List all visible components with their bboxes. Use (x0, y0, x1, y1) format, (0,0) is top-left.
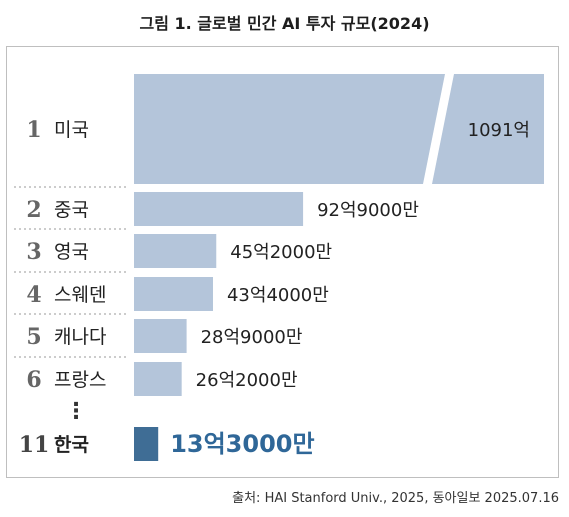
bar (134, 319, 187, 353)
category-label: 영국 (54, 241, 89, 263)
data-label: 28억9000만 (201, 327, 303, 348)
chart-frame (6, 46, 559, 478)
category-label: 프랑스 (54, 369, 106, 391)
data-label: 1091억 (468, 120, 530, 141)
bar (134, 74, 445, 184)
bar (134, 234, 217, 268)
rank-label: 1 (26, 117, 41, 143)
rank-label: 5 (26, 324, 41, 350)
data-label: 13억3000만 (170, 430, 314, 458)
source-note: 출처: HAI Stanford Univ., 2025, 동아일보 2025.… (232, 491, 559, 506)
rank-label: 6 (26, 367, 41, 393)
rank-label: 11 (19, 432, 50, 458)
rank-label: 4 (26, 282, 41, 308)
bar (134, 427, 159, 461)
data-label: 45억2000만 (230, 242, 332, 263)
chart-title: 그림 1. 글로벌 민간 AI 투자 규모(2024) (139, 14, 430, 33)
data-label: 92억9000만 (317, 200, 419, 221)
data-label: 43억4000만 (227, 285, 329, 306)
bar (134, 192, 304, 226)
omitted-rows-ellipsis: ⋮ (65, 399, 87, 424)
category-label: 중국 (54, 199, 89, 221)
rank-label: 2 (26, 197, 41, 223)
category-label: 미국 (54, 119, 89, 141)
data-label: 26억2000만 (196, 370, 298, 391)
bar (432, 74, 544, 184)
bar (134, 362, 182, 396)
category-label: 한국 (54, 434, 89, 456)
bar (134, 277, 213, 311)
category-label: 스웨덴 (54, 284, 106, 306)
rank-label: 3 (26, 239, 41, 265)
category-label: 캐나다 (54, 326, 106, 348)
